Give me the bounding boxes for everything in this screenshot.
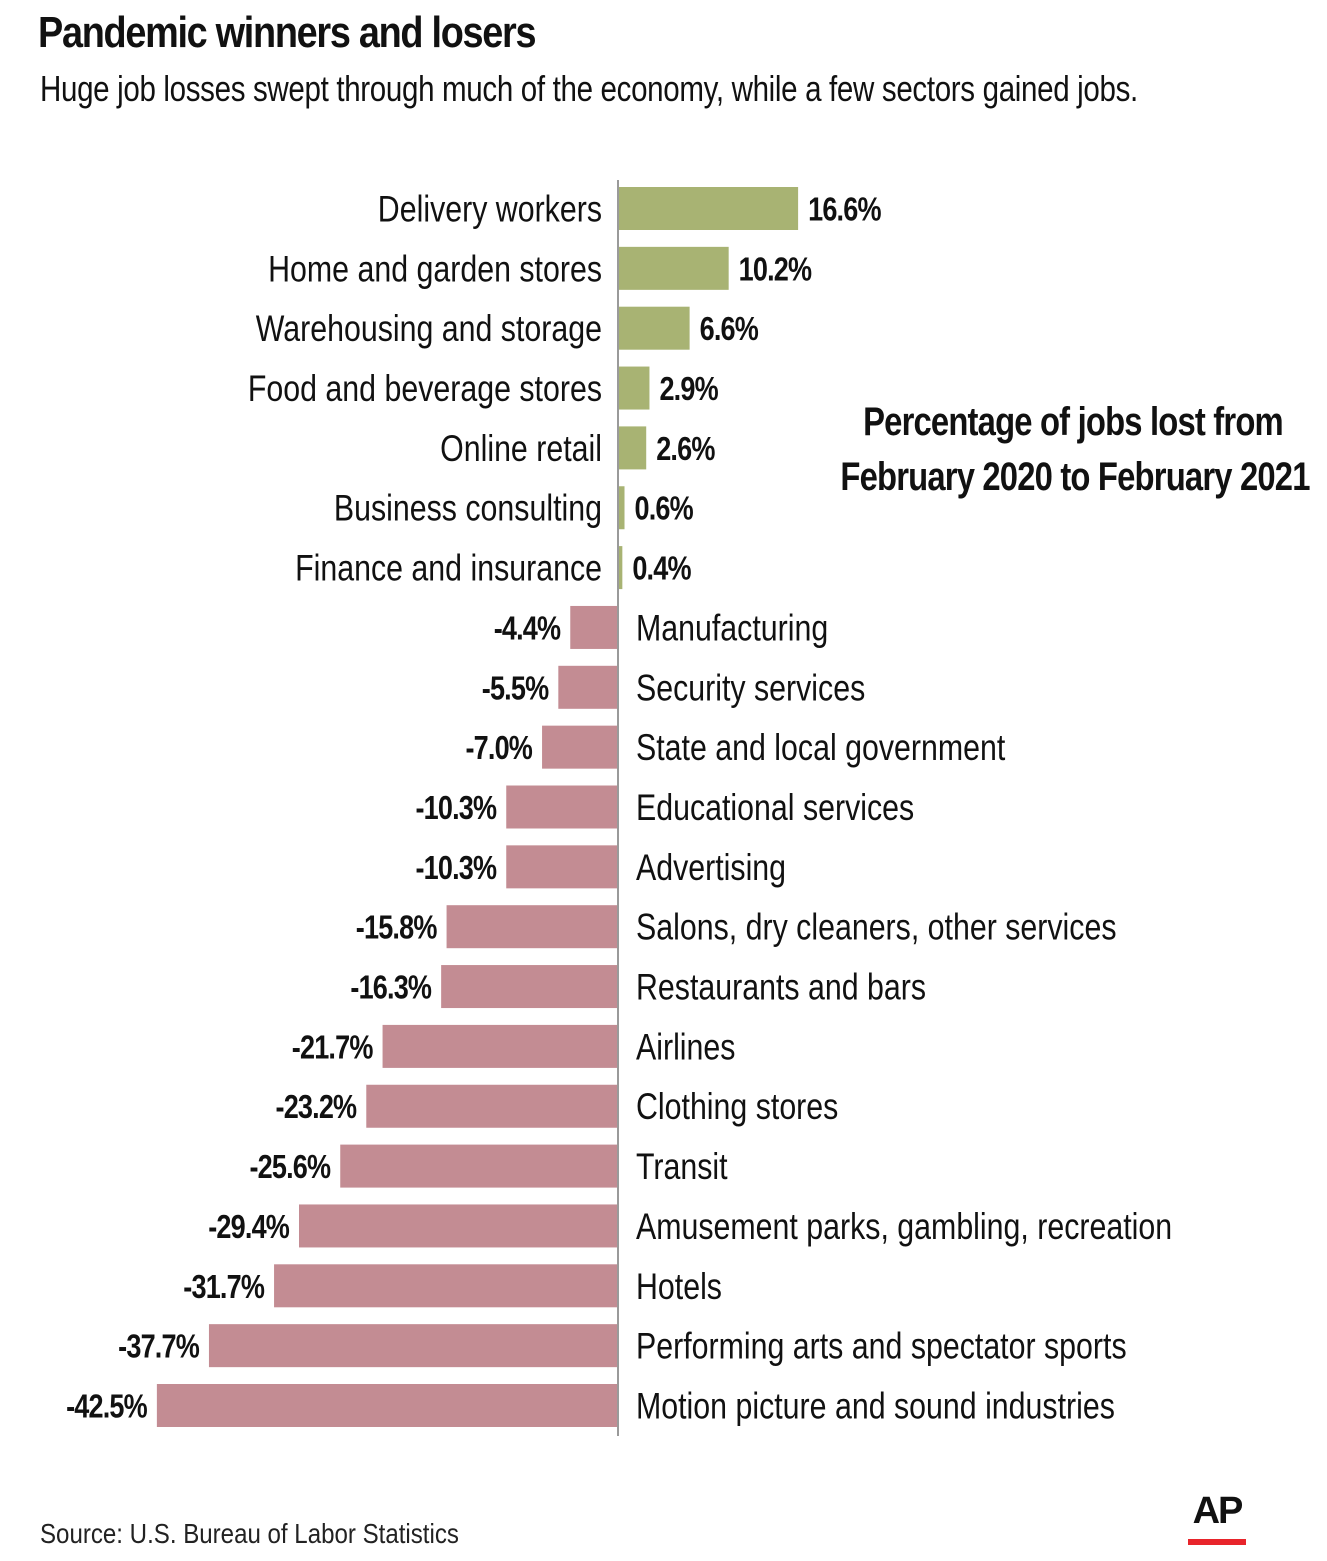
category-label: Amusement parks, gambling, recreation <box>636 1206 1172 1248</box>
chart-annotation-line-2: February 2020 to February 2021 <box>840 454 1310 499</box>
value-label: -16.3% <box>350 970 432 1006</box>
bar-11 <box>506 845 618 889</box>
bar-15 <box>366 1084 618 1128</box>
value-label: -5.5% <box>482 671 550 707</box>
category-label: Business consulting <box>334 488 602 530</box>
category-label: Finance and insurance <box>295 548 602 590</box>
bar-20 <box>156 1384 618 1427</box>
category-label: Educational services <box>636 787 914 829</box>
category-label: Transit <box>636 1146 728 1188</box>
bar-18 <box>274 1264 618 1308</box>
bar-17 <box>299 1204 618 1248</box>
category-label: Manufacturing <box>636 608 828 650</box>
bar-3 <box>618 366 650 410</box>
category-label: Hotels <box>636 1266 722 1308</box>
category-label: Salons, dry cleaners, other services <box>636 907 1117 949</box>
ap-logo-text: AP <box>1192 1490 1244 1532</box>
bar-0 <box>618 187 799 230</box>
bar-9 <box>542 725 618 769</box>
bar-16 <box>340 1144 618 1188</box>
bar-7 <box>570 605 618 649</box>
bar-19 <box>208 1324 618 1368</box>
value-label: 2.9% <box>659 372 718 408</box>
value-label: 2.6% <box>656 431 715 467</box>
chart-title: Pandemic winners and losers <box>38 8 537 57</box>
category-label: Restaurants and bars <box>636 967 926 1009</box>
chart-subtitle: Huge job losses swept through much of th… <box>40 68 1138 109</box>
bar-14 <box>382 1024 618 1068</box>
bar-5 <box>618 486 625 530</box>
value-label: -7.0% <box>465 731 533 767</box>
value-label: 0.6% <box>635 491 694 527</box>
category-label: Home and garden stores <box>268 249 602 291</box>
value-label: -42.5% <box>66 1389 148 1425</box>
bars-layer <box>156 187 799 1427</box>
ap-logo-underline <box>1188 1539 1246 1545</box>
value-label: -31.7% <box>183 1269 265 1305</box>
value-label: -15.8% <box>356 910 438 946</box>
ap-logo: AP <box>1186 1490 1248 1548</box>
category-label: Food and beverage stores <box>248 368 602 410</box>
bar-4 <box>618 426 647 470</box>
value-label: -10.3% <box>415 850 497 886</box>
category-label: Motion picture and sound industries <box>636 1386 1115 1428</box>
bar-13 <box>441 965 618 1009</box>
bar-12 <box>446 905 618 949</box>
value-label: -23.2% <box>276 1090 358 1126</box>
category-label: Online retail <box>440 428 602 470</box>
category-label: Warehousing and storage <box>256 308 602 350</box>
labels-layer: Delivery workers 16.6% Home and garden sto… <box>66 189 1172 1428</box>
value-label: 6.6% <box>700 312 759 348</box>
bar-6 <box>618 546 623 590</box>
value-label: -10.3% <box>415 791 497 827</box>
category-label: Delivery workers <box>378 189 602 231</box>
value-label: -29.4% <box>208 1210 290 1246</box>
source-note: Source: U.S. Bureau of Labor Statistics <box>40 1518 459 1549</box>
bar-8 <box>558 665 618 709</box>
category-label: Advertising <box>636 847 786 889</box>
chart-annotation-line-1: Percentage of jobs lost from <box>863 399 1283 444</box>
value-label: 16.6% <box>808 192 882 228</box>
category-label: State and local government <box>636 727 1006 769</box>
value-label: -21.7% <box>292 1030 374 1066</box>
value-label: 0.4% <box>632 551 691 587</box>
category-label: Airlines <box>636 1027 735 1069</box>
value-label: -4.4% <box>494 611 562 647</box>
bar-2 <box>618 306 690 350</box>
category-label: Clothing stores <box>636 1086 838 1128</box>
category-label: Security services <box>636 667 865 709</box>
bar-10 <box>506 785 618 829</box>
value-label: -37.7% <box>118 1329 200 1365</box>
bar-1 <box>618 246 729 290</box>
category-label: Performing arts and spectator sports <box>636 1326 1127 1368</box>
value-label: 10.2% <box>739 252 813 288</box>
value-label: -25.6% <box>249 1150 331 1186</box>
